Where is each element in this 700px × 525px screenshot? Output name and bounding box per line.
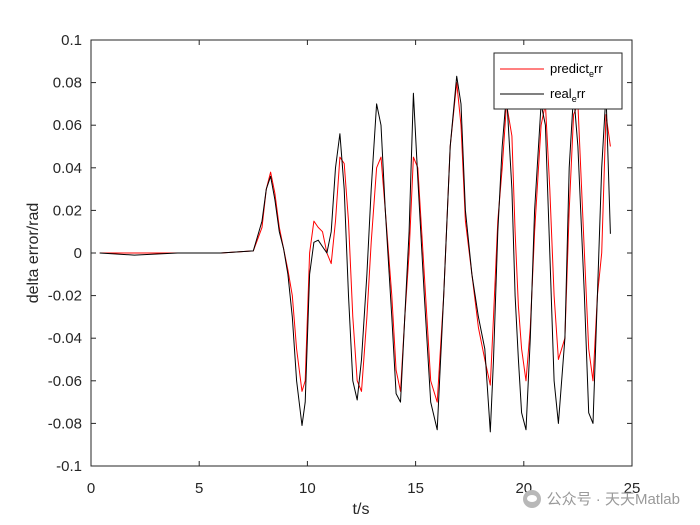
x-tick-label: 10: [299, 480, 316, 497]
legend-label-real: realerr: [550, 86, 586, 104]
legend-label-main: predict: [550, 61, 589, 76]
watermark: 公众号 · 天天Matlab: [522, 488, 680, 509]
wechat-icon: [522, 489, 541, 508]
series-line-predict: [99, 82, 611, 403]
y-tick-label: -0.04: [48, 330, 82, 347]
legend-label-tail: rr: [594, 61, 603, 76]
y-tick-label: 0: [74, 245, 82, 262]
series-layer: [99, 75, 611, 433]
x-tick-label: 15: [407, 480, 424, 497]
y-axis-label: delta error/rad: [25, 203, 42, 304]
legend-label-sub: e: [589, 69, 594, 79]
y-tick-label: 0.04: [53, 160, 82, 177]
x-tick-label: 25: [624, 480, 641, 497]
legend-label-sub: e: [572, 94, 577, 104]
series-line-real: [99, 75, 611, 433]
y-tick-label: -0.06: [48, 373, 82, 390]
y-tick-label: -0.02: [48, 288, 82, 305]
legend-label-main: real: [550, 86, 572, 101]
y-tick-label: -0.1: [56, 458, 82, 475]
y-tick-label: 0.06: [53, 117, 82, 134]
legend-label-tail: rr: [577, 86, 586, 101]
x-axis-label: t/s: [353, 501, 370, 518]
x-tick-label: 5: [195, 480, 203, 497]
y-tick-label: 0.02: [53, 202, 82, 219]
legend-label-predict: predicterr: [550, 61, 603, 79]
legend-box: [493, 52, 623, 110]
watermark-text: 公众号 · 天天Matlab: [546, 491, 680, 508]
y-tick-label: 0.1: [61, 32, 82, 49]
x-tick-label: 0: [87, 480, 95, 497]
y-tick-label: 0.08: [53, 75, 82, 92]
y-tick-label: -0.08: [48, 415, 82, 432]
